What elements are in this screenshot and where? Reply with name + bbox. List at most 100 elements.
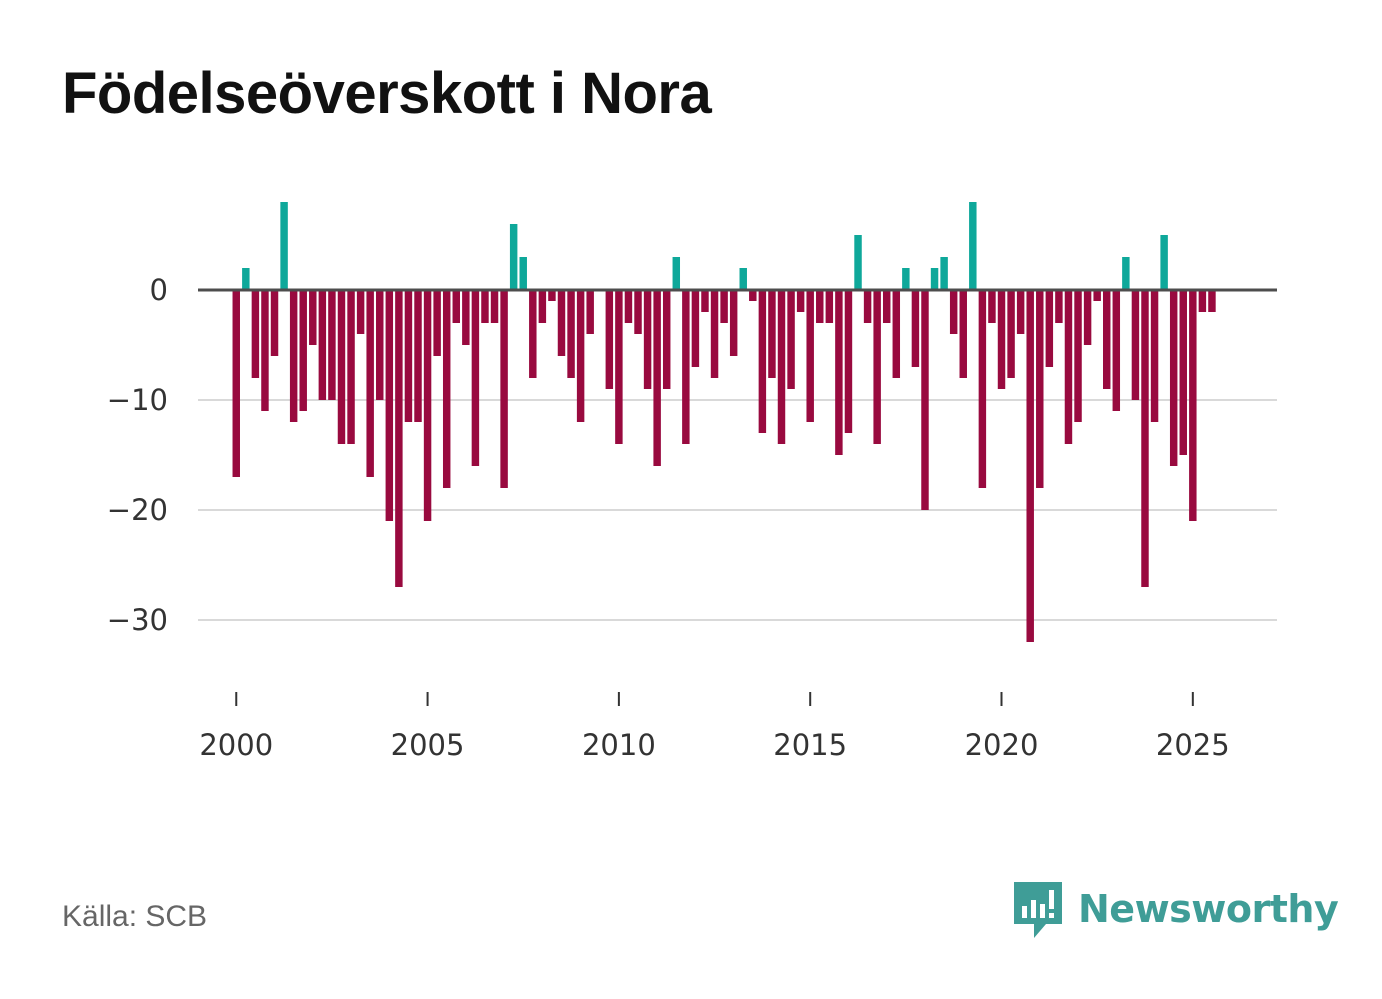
bar: [902, 268, 910, 290]
bar: [777, 290, 786, 444]
bar: [548, 290, 556, 301]
bar: [395, 290, 403, 587]
x-tick-label: 2005: [391, 728, 465, 762]
bar: [404, 290, 413, 422]
newsworthy-logo-icon: [1014, 882, 1062, 938]
bar: [835, 290, 843, 455]
bar: [481, 290, 489, 323]
bar: [509, 224, 518, 290]
x-tick-label: 2020: [965, 728, 1039, 762]
bar: [749, 290, 757, 301]
bar: [1036, 290, 1044, 488]
bar: [490, 290, 499, 323]
bar: [519, 257, 527, 290]
bar: [261, 290, 269, 411]
bar: [1007, 290, 1015, 378]
bar: [1045, 290, 1054, 367]
y-tick-label: −30: [107, 603, 168, 637]
bar: [1208, 290, 1216, 312]
bar: [385, 290, 394, 521]
bar: [787, 290, 795, 389]
bar: [414, 290, 422, 422]
bar: [1160, 235, 1168, 290]
bar: [1026, 290, 1034, 642]
bar: [911, 290, 920, 367]
bar: [242, 268, 250, 290]
bar: [366, 290, 374, 477]
bar: [433, 290, 441, 356]
y-tick-label: −10: [107, 383, 168, 417]
bar: [529, 290, 537, 378]
bar: [863, 290, 872, 323]
bar: [376, 290, 384, 400]
bar: [873, 290, 881, 444]
chart-title: Födelseöverskott i Nora: [62, 61, 712, 126]
bar: [299, 290, 307, 411]
bar: [825, 290, 834, 323]
bar: [615, 290, 623, 444]
bar: [586, 290, 594, 334]
y-tick-label: −20: [107, 493, 168, 527]
bar: [949, 290, 958, 334]
bar: [251, 290, 260, 378]
brand[interactable]: Newsworthy: [1012, 878, 1339, 940]
bar: [768, 290, 776, 378]
bar: [318, 290, 327, 400]
bar: [882, 290, 891, 323]
x-axis: 2000 2005 2010 2015 2020 2025: [199, 692, 1230, 762]
bar: [1103, 290, 1111, 389]
bar: [500, 290, 508, 488]
bar: [1131, 290, 1140, 400]
bar: [576, 290, 585, 422]
bar: [969, 202, 977, 290]
bar: [1169, 290, 1178, 466]
x-tick-label: 2000: [199, 728, 273, 762]
y-tick-label: 0: [150, 273, 168, 307]
bar: [739, 268, 747, 290]
bar: [796, 290, 805, 312]
source-label: Källa: SCB: [62, 900, 208, 933]
y-axis: 0 −10 −20 −30: [107, 273, 168, 637]
bar: [1150, 290, 1159, 422]
bar: [1016, 290, 1025, 334]
bar: [844, 290, 853, 433]
bar: [1064, 290, 1073, 444]
bar: [280, 202, 288, 290]
bar: [538, 290, 547, 323]
bar: [567, 290, 575, 378]
bar: [1179, 290, 1187, 455]
bar: [557, 290, 566, 356]
gridlines: [198, 399, 1277, 621]
bar: [605, 290, 614, 389]
x-tick-label: 2010: [582, 728, 656, 762]
bar: [758, 290, 767, 433]
bar: [1055, 290, 1063, 323]
bar: [1093, 290, 1101, 301]
bar: [816, 290, 824, 323]
bar: [624, 290, 633, 323]
bar: [471, 290, 480, 466]
bar: [997, 290, 1006, 389]
bar: [442, 290, 451, 488]
bar: [930, 268, 939, 290]
bar: [1141, 290, 1149, 587]
bar: [347, 290, 355, 444]
bar: [1083, 290, 1092, 345]
bar: [854, 235, 862, 290]
bar: [892, 290, 901, 378]
bar: [643, 290, 652, 389]
bar: [1198, 290, 1207, 312]
bar: [959, 290, 967, 378]
x-tick-label: 2015: [773, 728, 847, 762]
bar: [634, 290, 642, 334]
bar: [337, 290, 346, 444]
bar: [328, 290, 336, 400]
brand-name: Newsworthy: [1078, 887, 1339, 931]
bar: [682, 290, 690, 444]
bar: [1189, 290, 1197, 521]
bar: [710, 290, 719, 378]
bar: [1112, 290, 1121, 411]
bar: [1074, 290, 1082, 422]
bar: [701, 290, 709, 312]
